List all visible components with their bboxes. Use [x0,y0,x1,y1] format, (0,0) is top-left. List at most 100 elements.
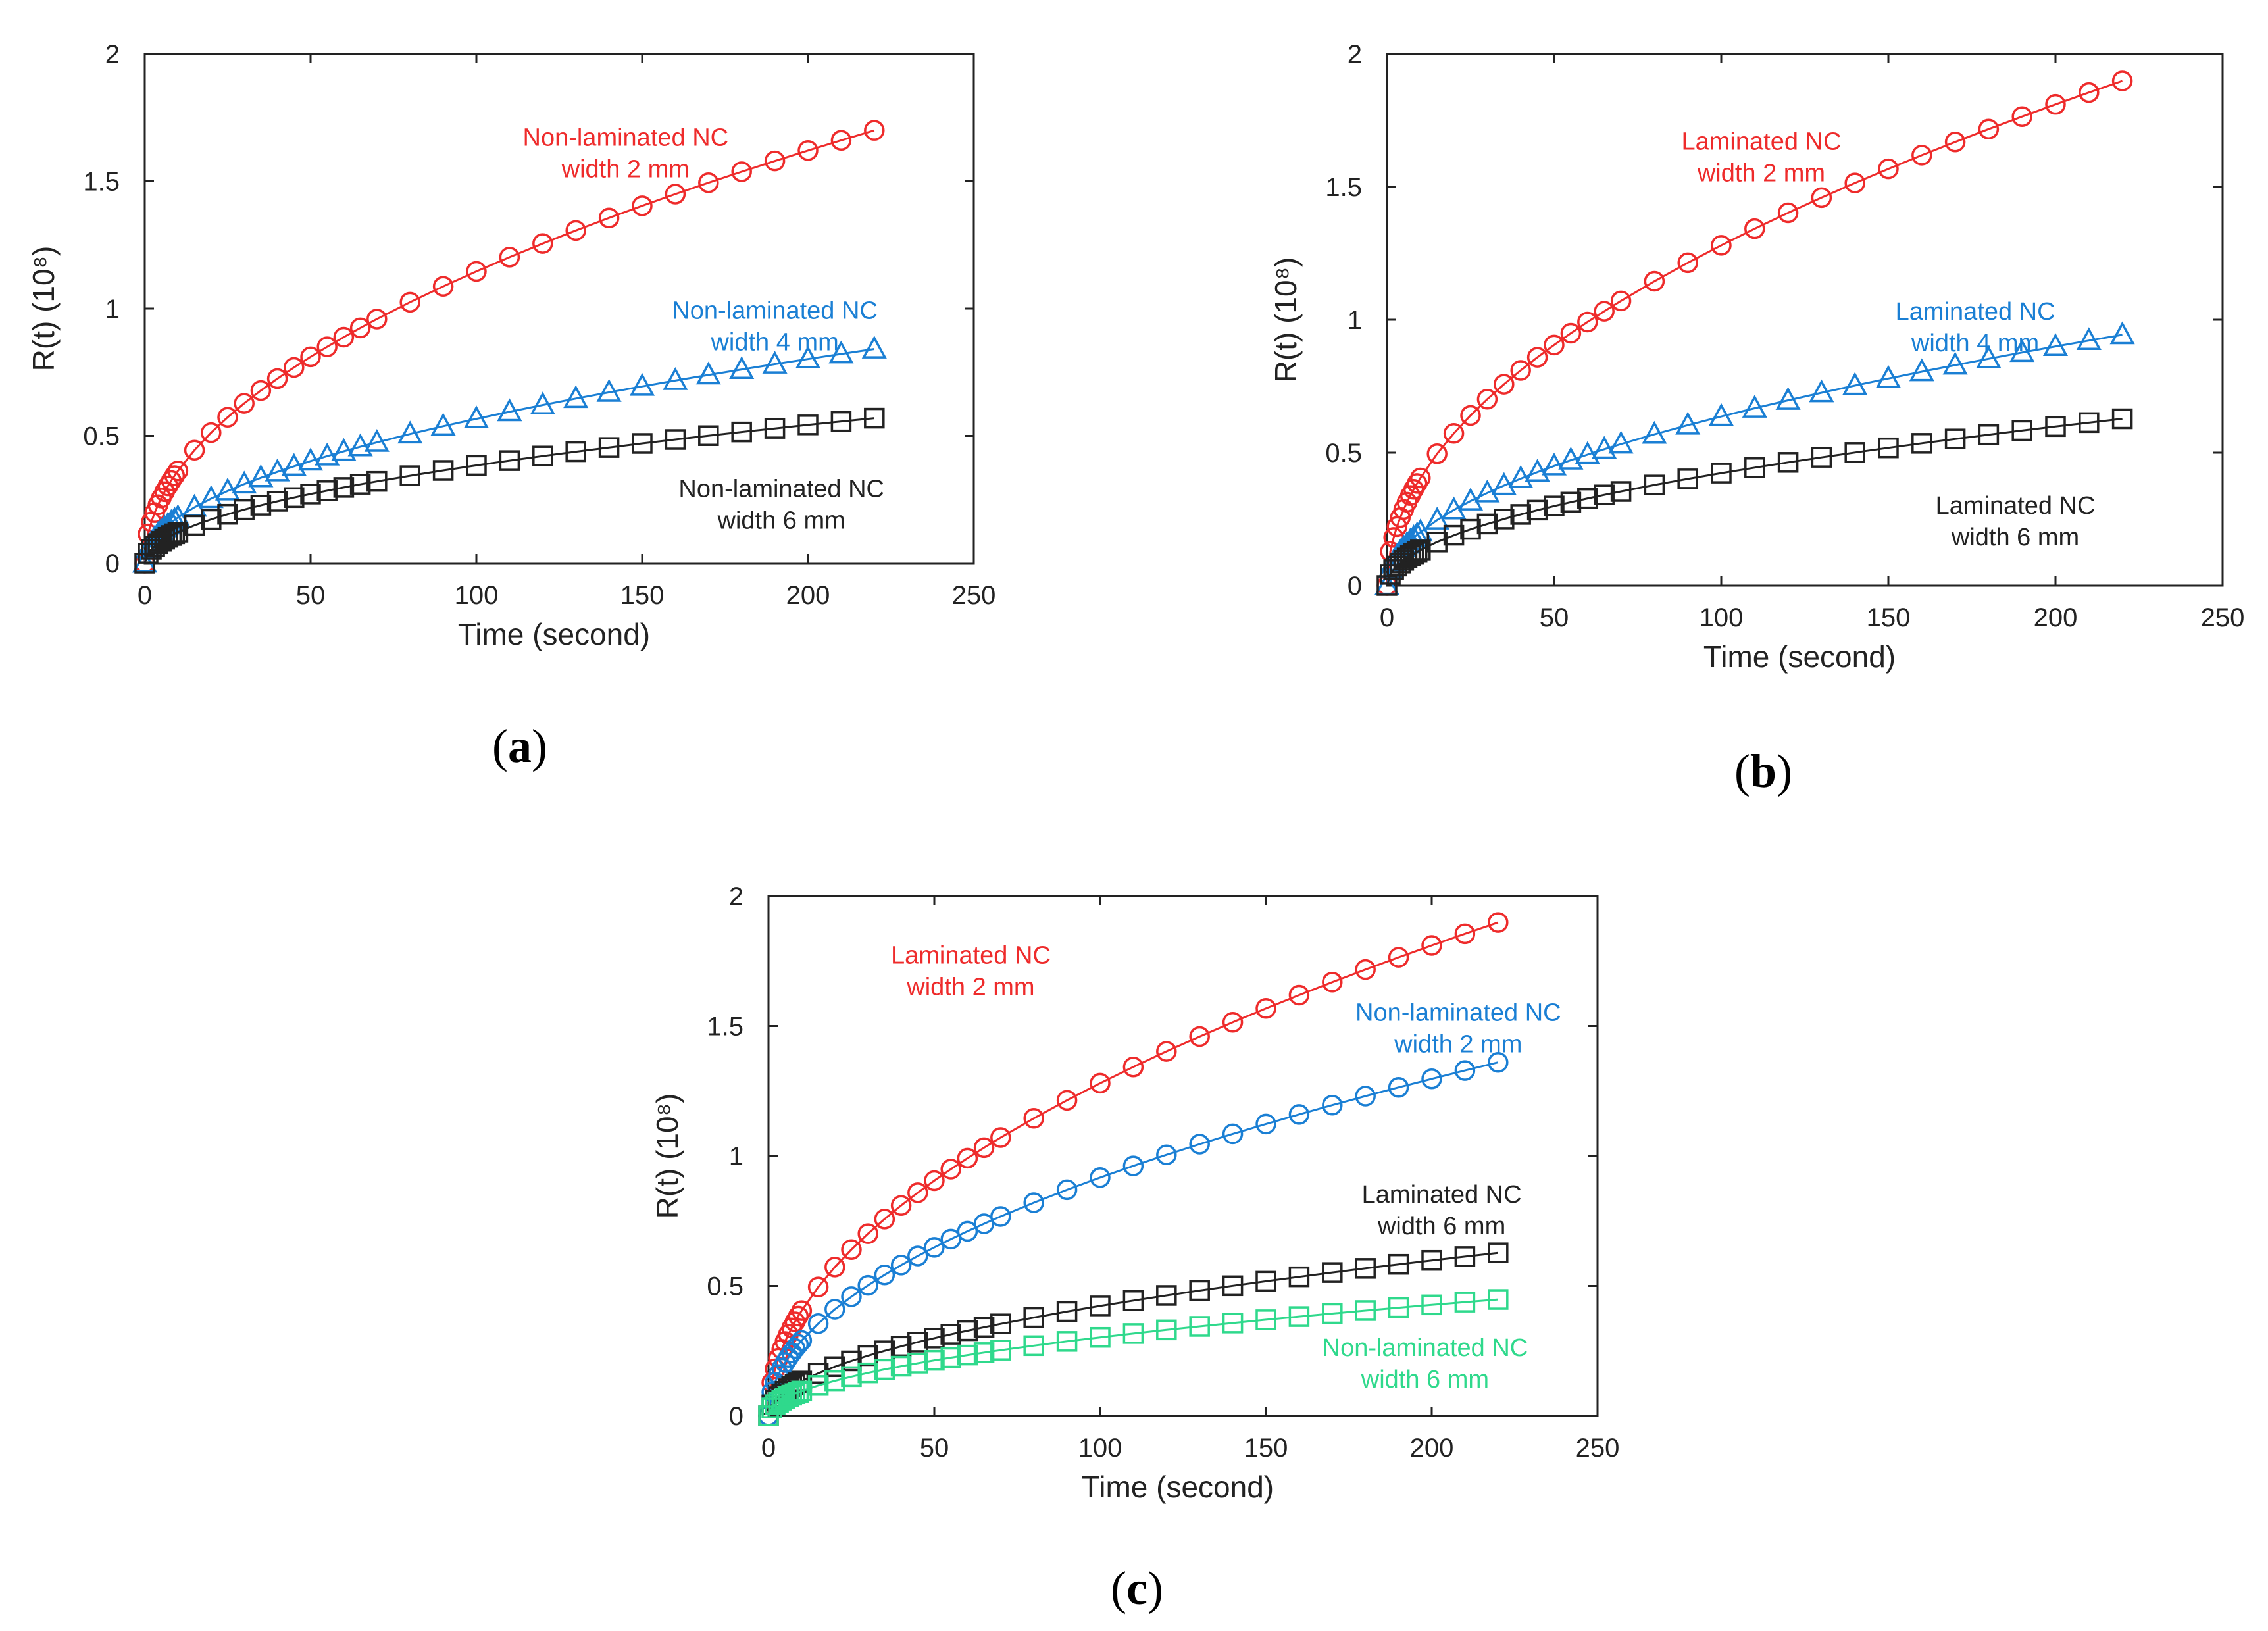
panel-b-data-point-laminated-nc-width-6-mm [1711,463,1732,484]
panel-a-ytick-label: 2 [105,40,120,69]
panel-a-data-point-non-laminated-nc-width-4-mm [530,391,555,414]
panel-c-data-point-non-laminated-nc-width-6-mm [874,1359,895,1380]
panel-a-data-point-non-laminated-nc-width-4-mm [795,345,821,369]
panel-a-data-point-non-laminated-nc-width-4-mm [364,428,390,452]
panel-a-data-point-non-laminated-nc-width-6-mm [532,445,553,466]
panel-a-data-point-non-laminated-nc-width-4-mm [563,385,589,409]
panel-a-data-point-non-laminated-nc-width-2-mm [466,261,487,282]
panel-b-data-point-laminated-nc-width-6-mm [1744,457,1765,478]
panel-b-data-point-laminated-nc-width-4-mm [1842,372,1868,395]
panel-c-data-point-non-laminated-nc-width-2-mm [1056,1179,1078,1201]
panel-a-xtick-label: 100 [455,581,499,610]
panel-c-data-point-laminated-nc-width-2-mm [1090,1072,1111,1094]
panel-b-data-point-laminated-nc-width-2-mm [2111,70,2133,91]
panel-c-y-axis-label: R(t) (10⁸) [650,1093,684,1219]
panel-b-data-point-laminated-nc-width-6-mm [1406,541,1428,563]
panel-b-data-point-laminated-nc-width-6-mm [1844,442,1865,463]
panel-b-data-point-laminated-nc-width-4-mm [1525,459,1550,482]
panel-c-data-point-laminated-nc-width-6-mm [1322,1262,1343,1283]
panel-a-data-point-non-laminated-nc-width-6-mm [665,429,686,450]
panel-a-data-point-non-laminated-nc-width-4-mm [729,356,755,379]
panel-a-data-point-non-laminated-nc-width-6-mm [466,455,487,476]
panel-b-data-point-laminated-nc-width-6-mm [1426,532,1448,553]
panel-b-data-point-laminated-nc-width-6-mm [1560,491,1582,513]
panel-a-ytick-label: 1.5 [83,168,120,197]
panel-b-ytick-label: 0.5 [1325,439,1362,468]
panel-a-xtick-label: 200 [786,581,830,610]
panel-c-data-point-laminated-nc-width-6-mm [957,1320,978,1342]
panel-c-data-point-laminated-nc-width-6-mm [990,1313,1011,1334]
panel-c-data-point-laminated-nc-width-2-mm [791,1300,813,1321]
panel-c-data-point-non-laminated-nc-width-2-mm [1421,1068,1442,1090]
panel-b-data-point-laminated-nc-width-6-mm [2111,408,2133,430]
panel-b-chart: 0 50 100 150 200 250 0 0.5 1 1.5 2 Time (second) R(t… [1269,40,2244,674]
panel-b-annotation-laminated-nc-width-4-mm: Laminated NC [1896,298,2055,326]
panel-b-ytick-label: 0 [1348,572,1362,601]
panel-a-data-point-non-laminated-nc-width-4-mm [663,366,688,390]
panel-c-label: (c) [1111,1562,1163,1615]
panel-b-ytick-label: 1 [1348,306,1362,335]
panel-b-data-point-laminated-nc-width-2-mm [1577,311,1598,333]
panel-b-data-point-laminated-nc-width-4-mm [1909,358,1934,382]
panel-a-data-point-non-laminated-nc-width-6-mm [161,525,182,546]
panel-c-data-point-non-laminated-nc-width-2-mm [807,1313,829,1334]
panel-c-data-point-non-laminated-nc-width-2-mm [1189,1134,1210,1155]
panel-a-data-point-non-laminated-nc-width-4-mm [861,336,887,359]
panel-b-data-point-laminated-nc-width-2-mm [1944,132,1966,153]
panel-b-data-point-laminated-nc-width-4-mm [1474,479,1500,503]
panel-c-data-point-laminated-nc-width-6-mm [1023,1307,1044,1328]
panel-b-data-point-laminated-nc-width-6-mm [1610,481,1632,502]
panel-a-data-point-non-laminated-nc-width-6-mm [731,421,752,443]
panel-c-data-point-non-laminated-nc-width-6-mm [1056,1331,1078,1352]
panel-c-data-point-laminated-nc-width-2-mm [1056,1090,1078,1111]
panel-c-data-point-laminated-nc-width-6-mm [1156,1285,1177,1306]
panel-c-data-point-laminated-nc-width-2-mm [1288,984,1310,1006]
panel-c-data-point-laminated-nc-width-6-mm [1255,1270,1276,1292]
panel-c-ytick-label: 0 [729,1402,743,1431]
panel-c-data-point-non-laminated-nc-width-2-mm [957,1220,978,1242]
panel-c-data-point-non-laminated-nc-width-6-mm [1488,1289,1509,1310]
panel-a-data-point-non-laminated-nc-width-4-mm [232,470,257,494]
panel-c-data-point-laminated-nc-width-6-mm [1355,1258,1376,1279]
panel-b-data-point-laminated-nc-width-4-mm [1491,472,1517,495]
panel-a-data-point-non-laminated-nc-width-2-mm [316,336,338,357]
panel-a-data-point-non-laminated-nc-width-2-mm [266,368,288,389]
panel-a-data-point-non-laminated-nc-width-2-mm [167,461,189,482]
panel-a-data-point-non-laminated-nc-width-2-mm [366,309,388,330]
panel-b-xtick-label: 250 [2201,603,2245,632]
panel-a-data-point-non-laminated-nc-width-6-mm [499,450,520,471]
panel-b-data-point-laminated-nc-width-2-mm [1494,374,1515,395]
panel-c-data-point-non-laminated-nc-width-2-mm [1454,1060,1476,1081]
panel-a-data-point-non-laminated-nc-width-6-mm [164,523,186,545]
panel-b-data-point-laminated-nc-width-2-mm [1410,467,1431,489]
panel-a-data-point-non-laminated-nc-width-4-mm [315,442,340,466]
panel-c-data-point-non-laminated-nc-width-6-mm [890,1355,912,1377]
panel-a-data-point-non-laminated-nc-width-4-mm [430,413,456,436]
panel-c-data-point-laminated-nc-width-6-mm [1090,1295,1111,1317]
panel-a-data-point-non-laminated-nc-width-2-mm [333,326,355,348]
panel-c-data-point-non-laminated-nc-width-2-mm [1288,1104,1310,1125]
panel-c-data-point-non-laminated-nc-width-2-mm [841,1286,862,1307]
panel-c-annotation-laminated-nc-width-2-mm: width 2 mm [906,974,1034,1001]
panel-a-data-point-non-laminated-nc-width-6-mm [830,411,852,432]
panel-c-ytick-label: 2 [729,882,743,911]
panel-c-data-point-laminated-nc-width-2-mm [1322,972,1343,993]
panel-c-annotation-non-laminated-nc-width-2-mm: width 2 mm [1394,1031,1522,1059]
panel-c-xtick-label: 0 [761,1434,776,1463]
panel-c-data-point-non-laminated-nc-width-6-mm [1255,1309,1276,1330]
panel-c-data-point-non-laminated-nc-width-6-mm [1322,1303,1343,1324]
panel-c-ytick-label: 0.5 [707,1272,743,1301]
panel-c-data-point-laminated-nc-width-2-mm [1122,1056,1144,1078]
panel-b-data-point-laminated-nc-width-4-mm [1942,351,1968,375]
panel-c-data-point-laminated-nc-width-2-mm [824,1257,845,1278]
panel-c-data-point-non-laminated-nc-width-6-mm [1355,1300,1376,1321]
panel-b-data-point-laminated-nc-width-6-mm [1911,433,1932,454]
panel-c-data-point-laminated-nc-width-6-mm [1388,1253,1409,1275]
panel-a-data-point-non-laminated-nc-width-2-mm [399,291,420,313]
panel-c-data-point-non-laminated-nc-width-6-mm [1288,1306,1310,1327]
panel-a-annotation-non-laminated-nc-width-6-mm: Non-laminated NC [678,475,884,503]
panel-a-data-point-non-laminated-nc-width-2-mm [217,407,238,428]
panel-b-ytick-label: 2 [1348,40,1362,69]
panel-a-data-point-non-laminated-nc-width-6-mm [266,491,288,512]
panel-a-data-point-non-laminated-nc-width-6-mm [349,474,371,495]
